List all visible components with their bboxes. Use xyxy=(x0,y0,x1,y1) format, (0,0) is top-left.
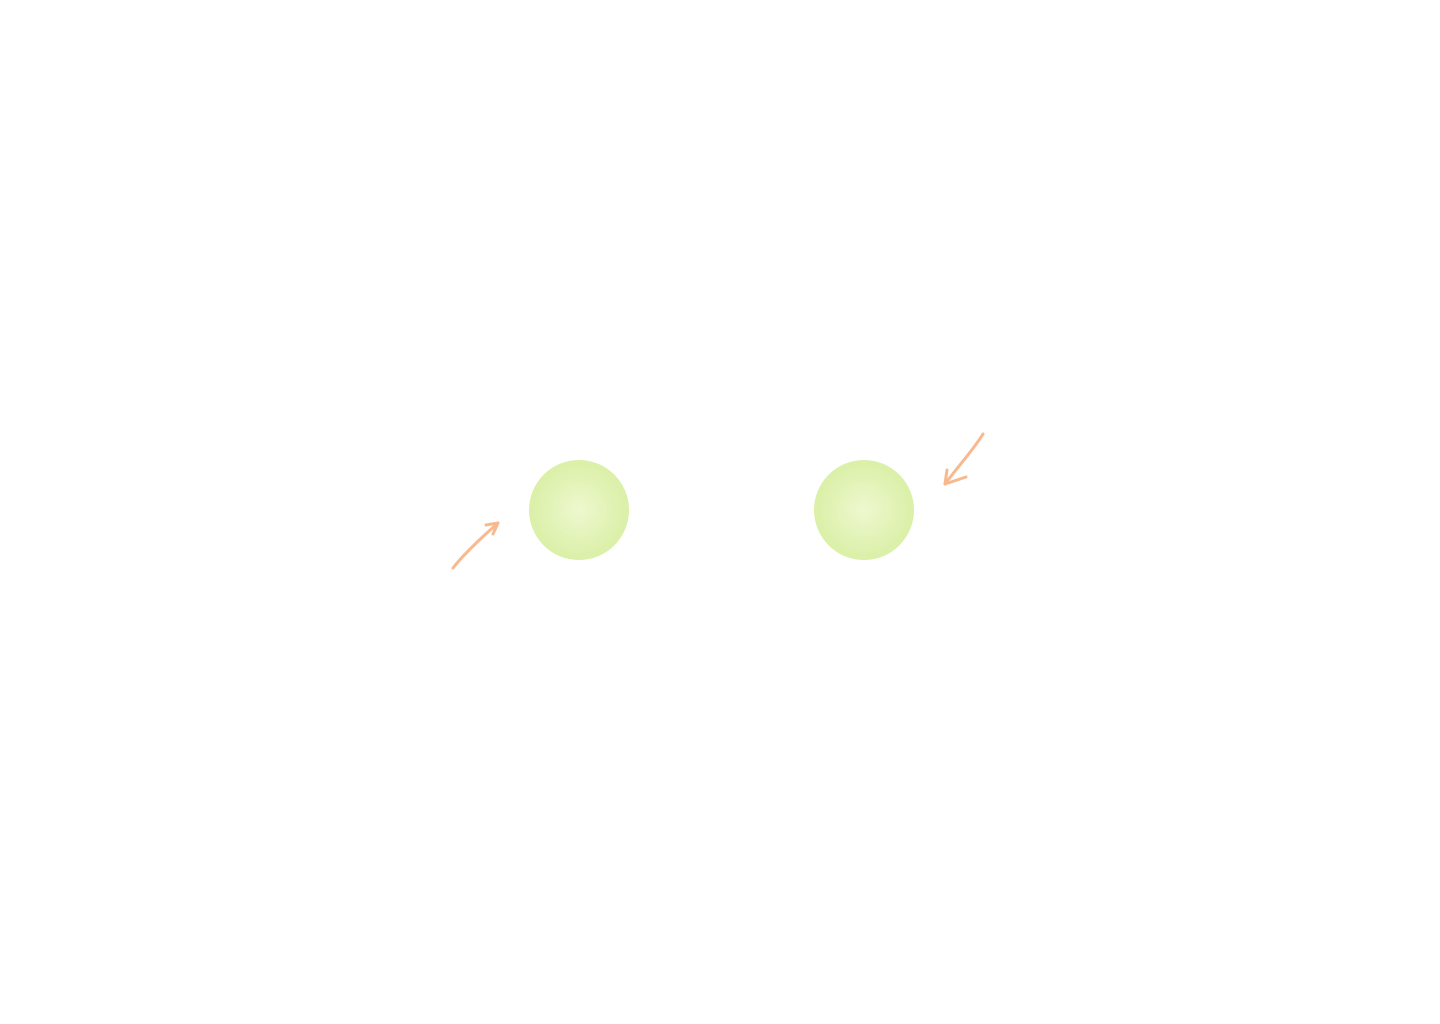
right-ball xyxy=(814,460,914,560)
left-ball xyxy=(529,460,629,560)
right-arrow-icon xyxy=(943,432,985,486)
left-arrow-icon xyxy=(451,521,500,570)
